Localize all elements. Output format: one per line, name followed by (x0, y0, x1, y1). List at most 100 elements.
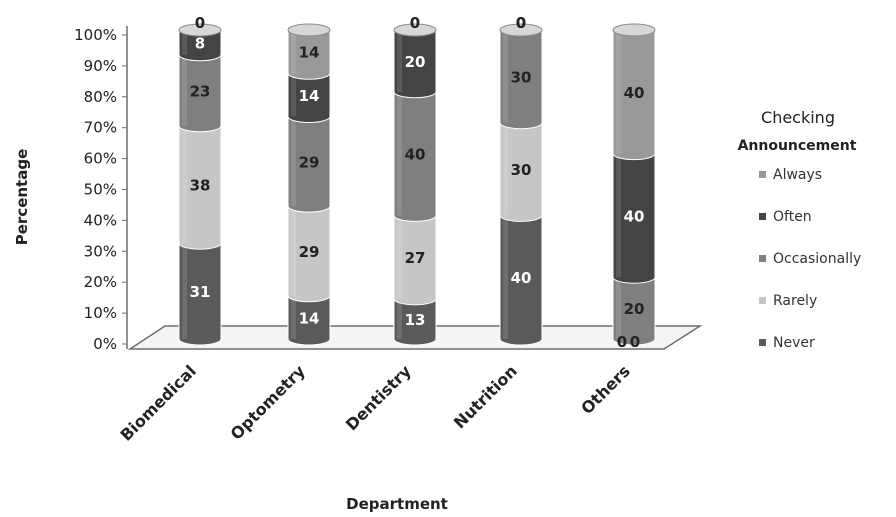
y-tick-label: 0% (93, 335, 117, 353)
y-tick-label: 90% (84, 57, 117, 75)
data-label-others-rarely: 0 (630, 333, 640, 351)
y-tick-label: 40% (84, 211, 117, 229)
bar-highlight (503, 30, 508, 123)
legend-label: Often (773, 209, 812, 225)
x-category-nutrition: Nutrition (450, 361, 521, 432)
data-label-optometry-occasionally: 29 (299, 153, 320, 171)
data-label-dentistry-never: 13 (405, 311, 426, 329)
y-tick-label: 100% (74, 26, 117, 44)
x-category-dentistry: Dentistry (342, 361, 415, 434)
bar-highlight (397, 30, 402, 92)
x-category-optometry: Optometry (227, 361, 310, 444)
bar-segment-dentistry-rarely (393, 214, 437, 306)
data-label-dentistry-rarely: 27 (405, 249, 426, 267)
data-label-others-often: 40 (624, 207, 645, 225)
data-label-dentistry-always: 0 (410, 14, 420, 32)
bar-segment-dentistry-often (393, 29, 437, 99)
bar-segment-others-often (612, 153, 656, 284)
data-label-dentistry-often: 20 (405, 53, 426, 71)
bar-highlight (291, 116, 296, 207)
bar-segment-optometry-occasionally (287, 116, 331, 213)
y-tick-label: 10% (84, 304, 117, 322)
bar-layer: 3138238014292914141327402004030300020404… (178, 14, 656, 351)
bar-segment-biomedical-rarely (178, 125, 222, 250)
bar-optometry: 14 29 29 14 14 (287, 23, 331, 346)
bar-highlight (182, 125, 187, 244)
data-label-biomedical-often: 8 (195, 34, 205, 52)
x-axis-categories: Biomedical Optometry Dentistry Nutrition Oth… (116, 361, 633, 445)
bar-highlight (503, 122, 508, 216)
legend-swatch (759, 171, 766, 178)
legend-label: Occasionally (773, 251, 861, 267)
legend-item-often: Often (759, 209, 812, 225)
y-tick-label: 70% (84, 119, 117, 137)
legend-swatch (759, 297, 766, 304)
y-tick-label: 80% (84, 88, 117, 106)
y-axis-title: Percentage (13, 149, 31, 246)
bar-highlight (182, 54, 187, 126)
legend-swatch (759, 255, 766, 262)
x-category-biomedical: Biomedical (116, 361, 199, 444)
y-tick-label: 20% (84, 273, 117, 291)
bar-segment-others-always (612, 29, 656, 161)
data-label-nutrition-never: 40 (511, 269, 532, 287)
data-label-optometry-never: 14 (299, 309, 320, 327)
bar-highlight (397, 91, 402, 216)
bar-biomedical: 31 38 23 8 0 (178, 14, 222, 346)
y-tick-label: 60% (84, 150, 117, 168)
bar-segment-dentistry-occasionally (393, 91, 437, 222)
data-label-optometry-rarely: 29 (299, 243, 320, 261)
legend: Checking Announcement Always Often Occasio… (738, 108, 862, 351)
legend-label: Always (773, 167, 822, 183)
x-axis-title: Department (346, 495, 448, 513)
bar-segment-nutrition-never (499, 214, 543, 346)
bar-highlight (291, 73, 296, 117)
bar-others: 20 40 40 0 0 (612, 23, 656, 351)
bar-highlight (182, 30, 187, 55)
bar-highlight (182, 243, 187, 339)
legend-swatch (759, 339, 766, 346)
data-label-biomedical-rarely: 38 (190, 177, 211, 195)
data-label-biomedical-never: 31 (190, 283, 211, 301)
y-tick-label: 50% (84, 181, 117, 199)
y-tick-label: 30% (84, 242, 117, 260)
data-label-nutrition-often: 0 (516, 14, 526, 32)
bar-segment-optometry-always (287, 29, 331, 80)
bar-top-cap (612, 23, 656, 37)
bar-highlight (616, 153, 621, 278)
bar-top-cap (287, 23, 331, 37)
y-axis-ticks: 0% 10% 20% 30% 40% 50% 60% 70% 80% 90% 100% (74, 26, 127, 353)
bar-top-cap (499, 23, 543, 37)
legend-item-occasionally: Occasionally (759, 251, 861, 267)
bar-highlight (616, 30, 621, 154)
data-label-optometry-often: 14 (299, 87, 320, 105)
bar-highlight (397, 215, 402, 299)
legend-item-always: Always (759, 167, 822, 183)
data-label-others-occasionally: 20 (624, 300, 645, 318)
bar-top-cap (393, 23, 437, 37)
data-label-others-never: 0 (617, 333, 627, 351)
data-label-others-always: 40 (624, 84, 645, 102)
bar-segment-optometry-rarely (287, 205, 331, 303)
bar-segment-biomedical-often (178, 29, 222, 62)
bar-highlight (503, 215, 508, 339)
legend-label: Never (773, 335, 815, 351)
bar-top-cap (178, 23, 222, 37)
bar-segment-nutrition-occasionally (499, 29, 543, 130)
legend-swatch (759, 213, 766, 220)
legend-title-line2: Announcement (738, 138, 857, 154)
bar-segment-biomedical-never (178, 242, 222, 346)
bar-highlight (291, 206, 296, 296)
bar-segment-optometry-often (287, 72, 331, 124)
data-label-biomedical-occasionally: 23 (190, 82, 211, 100)
bar-dentistry: 13 27 40 20 0 (393, 14, 437, 346)
bar-segment-optometry-never (287, 295, 331, 346)
data-label-nutrition-rarely: 30 (511, 161, 532, 179)
data-label-dentistry-occasionally: 40 (405, 146, 426, 164)
bar-segment-dentistry-never (393, 298, 437, 346)
bar-segment-others-occasionally (612, 276, 656, 346)
bar-highlight (291, 295, 296, 339)
legend-label: Rarely (773, 293, 817, 309)
